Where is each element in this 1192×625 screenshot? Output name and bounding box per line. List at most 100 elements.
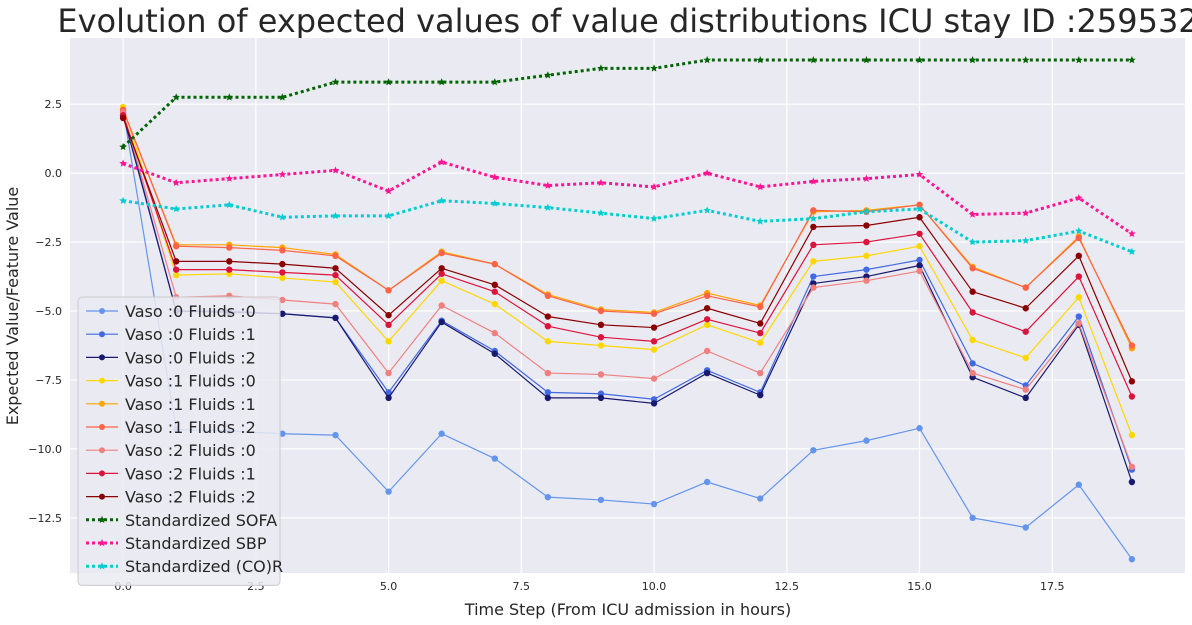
data-point	[863, 277, 870, 284]
data-point	[809, 177, 818, 185]
data-point	[863, 238, 870, 246]
data-point	[757, 369, 764, 377]
data-point	[969, 309, 976, 316]
data-point	[491, 455, 498, 462]
y-tick-label: 2.5	[45, 98, 63, 111]
data-point	[438, 270, 445, 277]
data-point	[597, 496, 605, 504]
legend-marker	[99, 424, 105, 430]
data-point	[278, 170, 287, 178]
data-point	[226, 258, 233, 265]
data-point	[278, 93, 287, 101]
data-point	[172, 258, 180, 265]
data-point	[650, 310, 658, 317]
data-point	[597, 371, 605, 378]
data-point	[544, 369, 552, 377]
legend-marker	[99, 447, 105, 454]
data-point	[1128, 342, 1136, 349]
data-point	[1075, 193, 1083, 202]
data-point	[1128, 247, 1136, 255]
data-point	[438, 277, 445, 284]
legend-label: Vaso :2 Fluids :0	[125, 441, 256, 460]
data-point	[385, 394, 392, 402]
data-point	[279, 430, 286, 437]
series-line	[122, 109, 1133, 560]
data-point	[384, 211, 393, 220]
data-point	[279, 269, 286, 276]
data-point	[438, 430, 445, 437]
data-point	[703, 206, 711, 214]
data-point	[1075, 313, 1083, 320]
data-point	[916, 201, 923, 209]
data-point	[756, 56, 765, 64]
data-point	[916, 267, 923, 275]
data-point	[915, 56, 924, 64]
legend-label: Vaso :0 Fluids :1	[125, 325, 256, 344]
legend-label: Vaso :0 Fluids :2	[125, 348, 256, 367]
data-point	[757, 303, 764, 311]
data-point	[916, 425, 923, 432]
series-line	[122, 109, 1133, 346]
data-point	[862, 174, 871, 182]
data-point	[810, 207, 817, 214]
data-point	[332, 271, 339, 279]
data-point	[757, 320, 764, 327]
data-point	[703, 169, 711, 177]
series-line	[122, 117, 1133, 382]
data-point	[703, 292, 711, 300]
series-vaso-1-fluids-0	[119, 103, 1136, 439]
legend-label: Standardized (CO)R	[125, 557, 283, 576]
data-point	[757, 391, 764, 399]
legend-label: Vaso :0 Fluids :0	[125, 302, 256, 321]
data-point	[1021, 209, 1030, 217]
data-point	[650, 346, 658, 353]
legend-marker	[98, 562, 106, 570]
x-tick-labels: 0.0 2.5 5.0 7.5 10.0 12.5 15.0 17.5	[114, 580, 1064, 593]
data-point	[385, 287, 392, 294]
data-point	[332, 278, 339, 286]
data-point	[279, 247, 286, 254]
data-point	[437, 158, 446, 166]
chart-title: Evolution of expected values of value di…	[57, 2, 1192, 40]
data-point	[385, 311, 392, 319]
data-point	[385, 369, 392, 377]
data-point	[119, 114, 127, 122]
legend-marker	[99, 377, 105, 384]
y-tick-label: −5.0	[35, 305, 62, 318]
legend-marker	[98, 515, 106, 524]
data-point	[1075, 227, 1083, 235]
y-tick-label: −2.5	[35, 236, 62, 249]
legend-marker	[99, 493, 105, 500]
data-point	[969, 369, 976, 377]
data-point	[1128, 56, 1136, 64]
data-point	[544, 322, 552, 330]
data-point	[915, 204, 924, 213]
legend-label: Standardized SOFA	[125, 511, 277, 530]
data-point	[438, 302, 445, 309]
data-point	[863, 266, 870, 273]
data-point	[385, 338, 392, 345]
data-point	[331, 166, 340, 174]
data-point	[1022, 305, 1029, 312]
series-standardized-co-r	[119, 196, 1136, 255]
data-point	[226, 266, 233, 273]
data-point	[544, 338, 552, 345]
legend-marker	[98, 539, 106, 547]
series-line	[122, 115, 1133, 397]
series-standardized-sofa	[119, 56, 1136, 151]
data-point	[916, 230, 923, 237]
data-point	[226, 244, 233, 251]
data-point	[863, 437, 870, 444]
data-point	[597, 178, 605, 187]
data-point	[810, 258, 817, 265]
data-point	[332, 300, 339, 308]
data-point	[544, 493, 552, 501]
data-point	[384, 187, 393, 195]
data-point	[172, 204, 180, 213]
data-point	[331, 78, 340, 86]
series-vaso-2-fluids-2	[119, 114, 1136, 385]
data-point	[1128, 431, 1136, 439]
series-line	[122, 199, 1133, 254]
data-point	[703, 321, 711, 329]
